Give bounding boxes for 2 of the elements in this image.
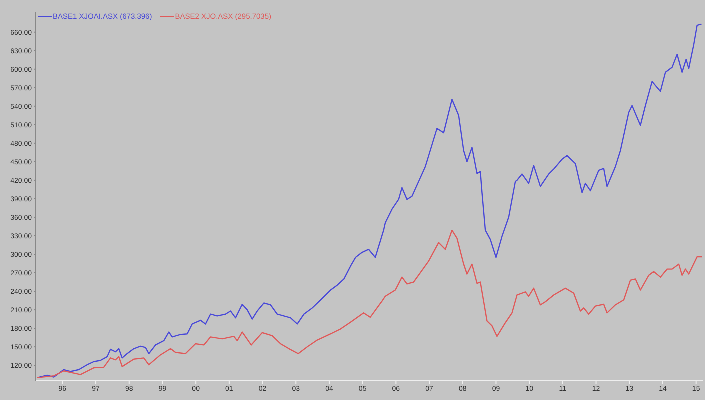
- line-series: [36, 24, 702, 379]
- line-series: [36, 230, 703, 379]
